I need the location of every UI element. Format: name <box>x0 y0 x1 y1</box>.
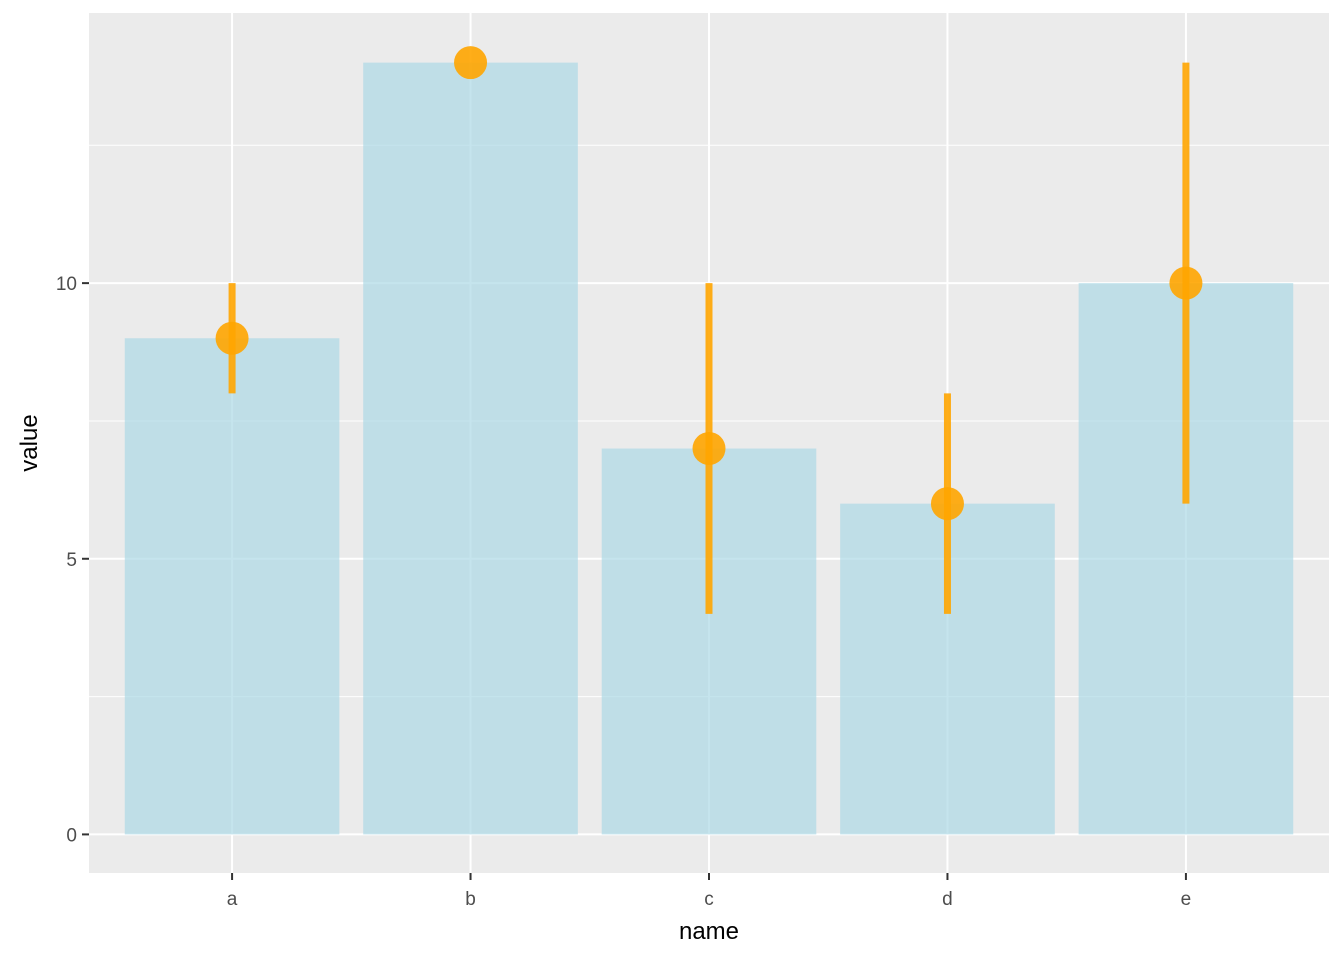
point-e <box>1169 266 1203 300</box>
point-c <box>692 432 726 466</box>
x-tick-label: a <box>227 889 238 910</box>
x-tick-label: d <box>942 889 953 910</box>
y-axis: 0 5 10 <box>56 274 89 846</box>
point-a <box>215 321 249 355</box>
y-axis-title: value <box>16 414 43 471</box>
y-tick-label: 10 <box>56 274 77 295</box>
y-tick-label: 0 <box>66 825 77 846</box>
point-b <box>454 46 488 80</box>
bars <box>124 62 1294 835</box>
bar-a <box>124 338 340 835</box>
x-axis: a b c d e <box>227 873 1191 910</box>
x-axis-title: name <box>679 918 739 945</box>
points <box>215 46 1203 521</box>
x-tick-label: e <box>1181 889 1192 910</box>
x-tick-label: c <box>704 889 714 910</box>
x-tick-label: b <box>465 889 476 910</box>
y-tick-label: 5 <box>66 550 77 571</box>
bar-b <box>363 62 578 835</box>
point-d <box>930 487 964 521</box>
